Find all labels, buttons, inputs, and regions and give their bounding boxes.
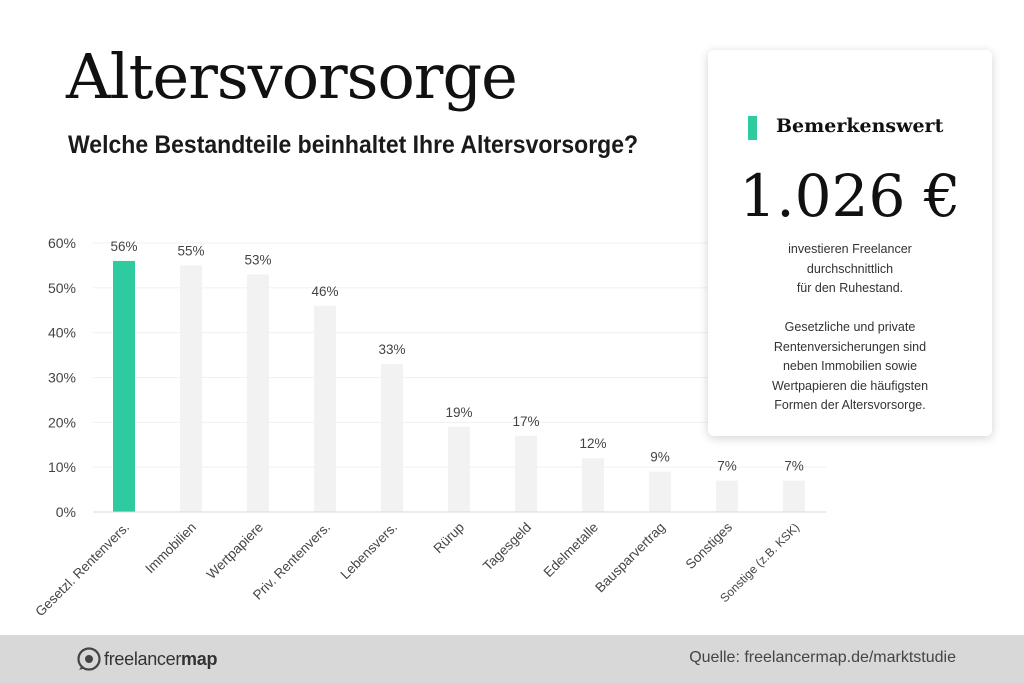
card-text-line: investieren Freelancer	[788, 242, 912, 256]
data-label: 7%	[717, 459, 737, 474]
bar	[314, 305, 336, 512]
card-text-line: für den Ruhestand.	[796, 281, 904, 295]
data-label: 19%	[445, 405, 472, 420]
data-label: 56%	[110, 239, 137, 254]
x-tick-label: Immobilien	[142, 520, 199, 577]
logo-text-bold: map	[181, 649, 218, 669]
y-tick-label: 40%	[48, 325, 76, 341]
logo-text-regular: freelancer	[104, 649, 182, 669]
data-label: 46%	[311, 284, 338, 299]
bar	[113, 260, 135, 512]
bar	[381, 364, 403, 512]
x-tick-label: Bausparvertrag	[592, 520, 668, 596]
x-tick-label: Sonstiges	[683, 519, 736, 572]
card-text: investieren Freelancer durchschnittlich …	[728, 240, 972, 416]
y-tick-label: 20%	[48, 414, 76, 430]
data-label: 33%	[378, 342, 405, 357]
card-description-line: Wertpapieren die häufigsten	[771, 378, 929, 393]
data-label: 7%	[784, 459, 804, 474]
bar	[783, 480, 805, 512]
card-description-line: Formen der Altersvorsorge.	[774, 398, 926, 412]
bar	[716, 480, 738, 512]
map-pin-icon	[77, 647, 101, 671]
footer: freelancermap Quelle: freelancermap.de/m…	[0, 635, 1024, 683]
bar	[649, 471, 671, 512]
card-value: 1.026 €	[739, 162, 961, 230]
y-tick-label: 10%	[48, 459, 76, 475]
logo-text: freelancermap	[104, 649, 217, 670]
bar	[448, 426, 470, 512]
card-description-line: Rentenversicherungen sind	[773, 339, 927, 354]
data-label: 17%	[512, 414, 539, 429]
bar	[180, 265, 202, 512]
page-title: Altersvorsorge	[66, 40, 518, 113]
bar	[247, 274, 269, 512]
y-tick-label: 30%	[48, 370, 76, 386]
x-tick-label: Tagesgeld	[480, 520, 534, 574]
y-tick-label: 60%	[48, 235, 76, 251]
x-tick-label: Gesetzl. Rentenvers.	[32, 520, 132, 620]
source-note: Quelle: freelancermap.de/marktstudie	[689, 649, 956, 666]
data-label: 55%	[177, 243, 204, 258]
data-label: 53%	[244, 252, 271, 267]
data-label: 9%	[650, 450, 670, 465]
card-description-line: neben Immobilien sowie	[782, 359, 918, 373]
x-tick-label: Edelmetalle	[541, 520, 601, 580]
highlight-card: Bemerkenswert 1.026 € investieren Freela…	[708, 50, 992, 436]
x-tick-label: Rürup	[431, 520, 468, 557]
bar	[515, 435, 537, 512]
accent-marker	[748, 116, 757, 140]
card-description-line: Gesetzliche und private	[784, 320, 916, 334]
x-tick-label: Lebensvers.	[338, 520, 401, 583]
page-subtitle: Welche Bestandteile beinhaltet Ihre Alte…	[68, 131, 639, 159]
bar	[582, 458, 604, 512]
x-tick-label: Wertpapiere	[204, 520, 266, 582]
card-label: Bemerkenswert	[776, 115, 944, 137]
card-text-line: durchschnittlich	[806, 261, 894, 276]
y-tick-label: 50%	[48, 280, 76, 296]
y-tick-label: 0%	[56, 504, 76, 520]
data-label: 12%	[579, 436, 606, 451]
